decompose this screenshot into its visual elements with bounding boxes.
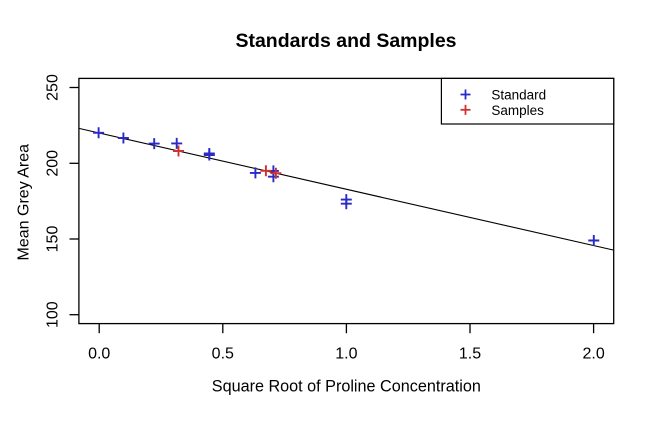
svg-text:Square Root of Proline Concent: Square Root of Proline Concentration <box>212 378 481 396</box>
svg-text:0.5: 0.5 <box>212 346 234 363</box>
svg-text:2.0: 2.0 <box>582 346 604 363</box>
svg-text:Mean Grey Area: Mean Grey Area <box>15 144 32 261</box>
svg-text:Standards and Samples: Standards and Samples <box>235 30 456 52</box>
svg-text:150: 150 <box>45 226 62 253</box>
svg-text:Standard: Standard <box>491 87 546 102</box>
svg-text:Samples: Samples <box>491 103 544 118</box>
svg-text:250: 250 <box>45 74 62 101</box>
svg-text:1.0: 1.0 <box>335 346 357 363</box>
svg-text:0.0: 0.0 <box>88 346 110 363</box>
svg-text:100: 100 <box>45 301 62 328</box>
svg-text:1.5: 1.5 <box>459 346 481 363</box>
svg-text:200: 200 <box>45 150 62 177</box>
